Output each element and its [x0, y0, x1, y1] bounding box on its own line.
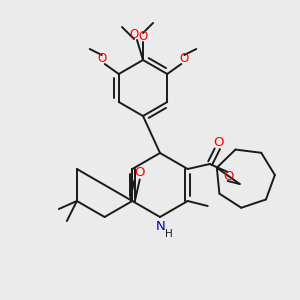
Text: H: H [165, 229, 173, 239]
Text: N: N [156, 220, 166, 233]
Text: O: O [97, 52, 106, 65]
Text: O: O [138, 31, 148, 44]
Text: O: O [224, 170, 234, 184]
Text: O: O [134, 167, 145, 179]
Text: O: O [180, 52, 189, 65]
Text: O: O [129, 28, 139, 41]
Text: O: O [214, 136, 224, 148]
